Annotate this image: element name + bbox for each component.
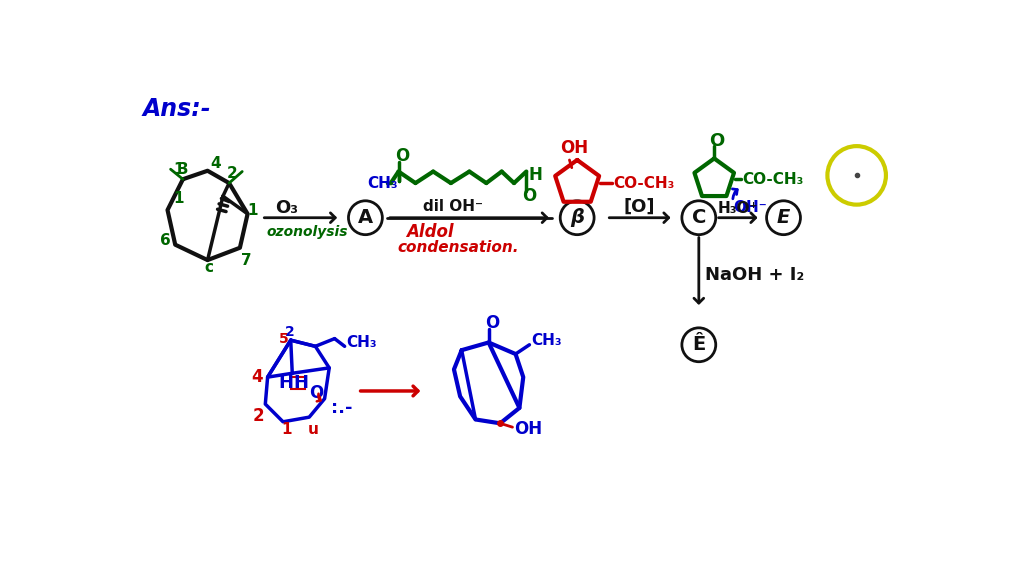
Text: H₃O⁺: H₃O⁺	[717, 201, 758, 216]
Text: 7: 7	[241, 253, 251, 268]
Text: 1: 1	[173, 191, 183, 206]
Text: 1: 1	[248, 203, 258, 218]
Text: c: c	[205, 260, 213, 275]
Text: O: O	[309, 384, 324, 401]
Text: O: O	[522, 187, 537, 205]
Text: OH⁻: OH⁻	[733, 200, 767, 215]
Text: ozonolysis: ozonolysis	[267, 225, 348, 240]
Text: Aldol: Aldol	[407, 223, 454, 241]
Text: O: O	[394, 147, 409, 165]
Text: CH₃: CH₃	[368, 176, 398, 191]
Text: H: H	[279, 374, 294, 392]
Text: 4: 4	[211, 156, 221, 170]
Text: [O]: [O]	[624, 198, 655, 216]
Text: O: O	[710, 132, 725, 150]
Text: CH₃: CH₃	[346, 335, 377, 350]
Text: u: u	[307, 422, 318, 437]
Text: Ê: Ê	[692, 335, 706, 354]
Text: condensation.: condensation.	[397, 240, 519, 255]
Text: H: H	[528, 166, 543, 184]
Text: 4: 4	[252, 368, 263, 386]
Text: H: H	[294, 374, 309, 392]
Text: 2: 2	[226, 165, 238, 180]
Text: 2: 2	[253, 407, 264, 425]
Text: β: β	[570, 209, 584, 227]
Text: E: E	[777, 209, 791, 227]
Text: 1: 1	[173, 162, 183, 177]
Text: :.-: :.-	[331, 399, 352, 417]
Text: 2: 2	[285, 325, 294, 339]
Text: O₃: O₃	[275, 199, 298, 217]
Text: A: A	[357, 209, 373, 227]
Text: CH₃: CH₃	[531, 334, 561, 348]
Text: 3: 3	[178, 162, 188, 177]
Text: Ans:-: Ans:-	[142, 97, 211, 121]
Text: C: C	[691, 209, 706, 227]
Text: NaOH + I₂: NaOH + I₂	[705, 266, 804, 284]
Text: dil OH⁻: dil OH⁻	[423, 199, 483, 214]
Text: OH: OH	[560, 139, 589, 157]
Text: CO-CH₃: CO-CH₃	[613, 176, 675, 191]
Text: 5: 5	[279, 332, 288, 346]
Text: O: O	[484, 314, 499, 332]
Text: OH: OH	[514, 420, 542, 438]
Text: CO-CH₃: CO-CH₃	[742, 172, 804, 187]
Text: 6: 6	[160, 233, 171, 248]
Text: 1: 1	[282, 422, 292, 437]
